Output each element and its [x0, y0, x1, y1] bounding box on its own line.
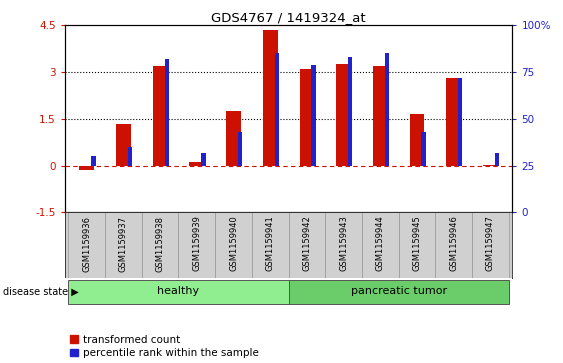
- Bar: [128, 147, 132, 166]
- Bar: [300, 69, 314, 166]
- Bar: [275, 53, 279, 166]
- Text: GSM1159943: GSM1159943: [339, 216, 348, 272]
- Bar: [435, 212, 472, 278]
- Text: GSM1159940: GSM1159940: [229, 216, 238, 272]
- Text: disease state ▶: disease state ▶: [3, 287, 79, 297]
- Bar: [201, 152, 205, 166]
- Bar: [226, 111, 241, 166]
- Bar: [289, 212, 325, 278]
- Bar: [164, 59, 169, 166]
- Bar: [311, 65, 316, 166]
- Bar: [263, 30, 278, 166]
- Text: GSM1159941: GSM1159941: [266, 216, 275, 272]
- Bar: [325, 212, 362, 278]
- Text: GSM1159945: GSM1159945: [413, 216, 422, 272]
- Bar: [385, 53, 389, 166]
- Bar: [69, 280, 289, 303]
- Bar: [399, 212, 435, 278]
- Bar: [483, 165, 498, 166]
- Bar: [91, 156, 96, 166]
- Bar: [215, 212, 252, 278]
- Bar: [105, 212, 142, 278]
- Bar: [69, 212, 105, 278]
- Bar: [252, 212, 289, 278]
- Bar: [153, 66, 167, 166]
- Text: GSM1159946: GSM1159946: [449, 216, 458, 272]
- Title: GDS4767 / 1419324_at: GDS4767 / 1419324_at: [211, 11, 366, 24]
- Bar: [79, 166, 94, 170]
- Bar: [373, 66, 387, 166]
- Bar: [362, 212, 399, 278]
- Bar: [289, 280, 508, 303]
- Text: GSM1159936: GSM1159936: [82, 216, 91, 272]
- Bar: [446, 78, 461, 166]
- Text: GSM1159938: GSM1159938: [155, 216, 164, 272]
- Bar: [458, 78, 462, 166]
- Bar: [421, 132, 426, 166]
- Text: healthy: healthy: [158, 286, 199, 296]
- Bar: [336, 64, 351, 166]
- Bar: [142, 212, 178, 278]
- Bar: [190, 162, 204, 166]
- Bar: [116, 123, 131, 166]
- Text: GSM1159947: GSM1159947: [486, 216, 495, 272]
- Bar: [238, 132, 242, 166]
- Text: GSM1159937: GSM1159937: [119, 216, 128, 272]
- Legend: transformed count, percentile rank within the sample: transformed count, percentile rank withi…: [70, 335, 260, 358]
- Bar: [495, 152, 499, 166]
- Text: GSM1159939: GSM1159939: [193, 216, 202, 272]
- Bar: [472, 212, 508, 278]
- Text: GSM1159942: GSM1159942: [302, 216, 311, 272]
- Bar: [410, 114, 425, 166]
- Bar: [178, 212, 215, 278]
- Text: GSM1159944: GSM1159944: [376, 216, 385, 272]
- Bar: [348, 57, 352, 166]
- Text: pancreatic tumor: pancreatic tumor: [351, 286, 446, 296]
